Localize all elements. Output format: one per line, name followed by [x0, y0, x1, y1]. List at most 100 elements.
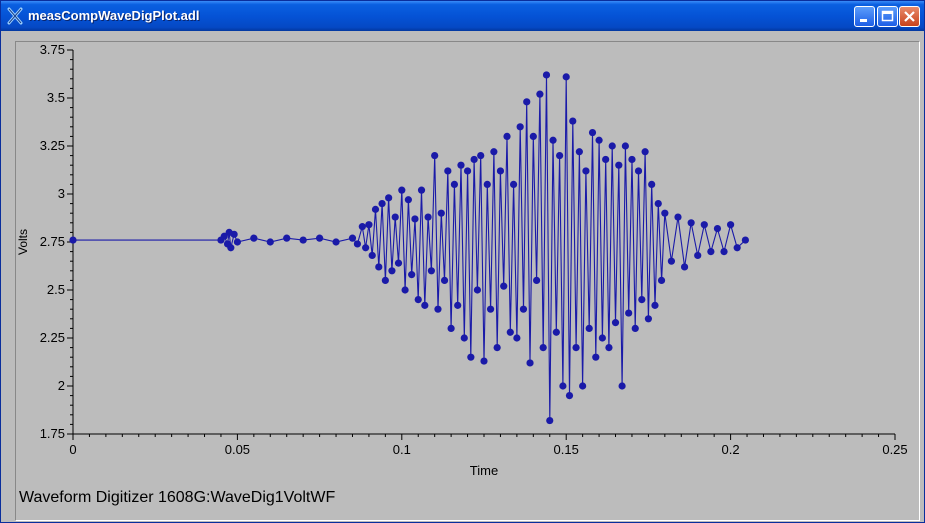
close-button[interactable]: [899, 6, 920, 27]
data-point: [602, 155, 610, 164]
data-point: [444, 167, 452, 175]
data-point: [509, 180, 518, 188]
series-line: [73, 74, 746, 421]
data-point: [375, 263, 383, 271]
y-tick-label: 3: [58, 186, 65, 201]
y-tick-label: 3.5: [47, 90, 65, 105]
data-point: [552, 328, 560, 336]
y-tick-label: 2.25: [40, 330, 65, 345]
data-point: [661, 209, 669, 217]
data-point: [332, 238, 340, 246]
data-point: [398, 186, 406, 194]
data-point: [585, 324, 593, 332]
data-point: [454, 301, 462, 309]
data-point: [394, 259, 403, 267]
data-point: [467, 353, 475, 361]
data-point: [542, 71, 551, 79]
x-tick-label: 0: [69, 442, 76, 457]
data-point: [385, 194, 393, 202]
data-point: [565, 392, 574, 400]
data-point: [365, 221, 373, 229]
data-point: [450, 180, 459, 188]
x-tick-label: 0.2: [722, 442, 740, 457]
data-point: [741, 236, 749, 244]
data-point: [266, 238, 274, 246]
data-point: [529, 132, 537, 140]
y-tick-label: 1.75: [40, 426, 65, 441]
data-point: [227, 244, 235, 252]
data-point: [638, 296, 646, 304]
data-point: [526, 359, 534, 367]
data-point: [486, 305, 495, 313]
close-icon: [904, 11, 915, 22]
data-point: [727, 221, 735, 229]
data-point: [506, 328, 514, 336]
data-point: [634, 167, 643, 175]
data-point: [556, 152, 564, 160]
data-point: [595, 136, 603, 144]
data-point: [496, 167, 505, 175]
x-tick-label: 0.15: [554, 442, 579, 457]
data-point: [572, 344, 580, 352]
data-point: [720, 248, 728, 256]
data-point: [605, 344, 613, 352]
data-point: [500, 282, 508, 290]
data-point: [493, 344, 501, 352]
data-point: [483, 180, 491, 188]
data-point: [480, 357, 488, 365]
data-point: [427, 267, 435, 275]
data-point: [408, 271, 416, 279]
data-point: [559, 382, 567, 390]
maximize-icon: [881, 10, 894, 22]
data-point: [316, 234, 324, 242]
maximize-button[interactable]: [877, 6, 898, 27]
y-tick-label: 3.25: [40, 138, 65, 153]
data-point: [648, 180, 656, 188]
data-point: [437, 209, 445, 217]
data-point: [368, 251, 376, 260]
data-point: [69, 236, 77, 244]
data-point: [250, 234, 258, 242]
data-point: [388, 267, 396, 275]
data-point: [579, 382, 587, 390]
data-point: [549, 136, 557, 144]
x-tick-label: 0.05: [225, 442, 250, 457]
data-point: [299, 236, 307, 244]
x-tick-label: 0.1: [393, 442, 411, 457]
data-point: [421, 301, 429, 309]
data-point: [447, 324, 455, 332]
data-point: [582, 167, 590, 175]
data-point: [233, 238, 241, 246]
data-point: [628, 155, 636, 164]
waveform-plot[interactable]: 1.75 2 2.25 2.5 2.75 3 3.25 3.5 3.75 0 0.05 0.1 0.15…: [5, 31, 920, 520]
data-point: [694, 251, 702, 260]
data-point: [519, 305, 528, 313]
data-point: [631, 324, 639, 332]
data-point: [473, 286, 482, 294]
title-bar[interactable]: measCompWaveDigPlot.adl: [1, 1, 924, 31]
data-point: [440, 276, 449, 284]
minimize-button[interactable]: [854, 6, 875, 27]
data-point: [651, 301, 659, 309]
data-point: [371, 205, 380, 213]
y-axis-label: Volts: [16, 229, 30, 255]
data-point: [477, 152, 485, 160]
data-point: [431, 152, 439, 160]
data-point: [588, 128, 597, 137]
data-point: [391, 213, 399, 221]
data-point: [470, 155, 478, 164]
data-point: [611, 319, 620, 327]
data-point: [404, 196, 412, 204]
data-point: [460, 334, 468, 342]
y-tick-label: 2: [58, 378, 65, 393]
data-point: [733, 244, 741, 252]
data-point: [533, 276, 541, 284]
data-point: [654, 200, 662, 208]
x-axis-label: Time: [470, 463, 498, 478]
data-point: [674, 213, 682, 221]
data-point: [680, 263, 689, 271]
data-point: [707, 248, 715, 256]
data-point: [569, 117, 577, 125]
data-point: [503, 132, 511, 140]
